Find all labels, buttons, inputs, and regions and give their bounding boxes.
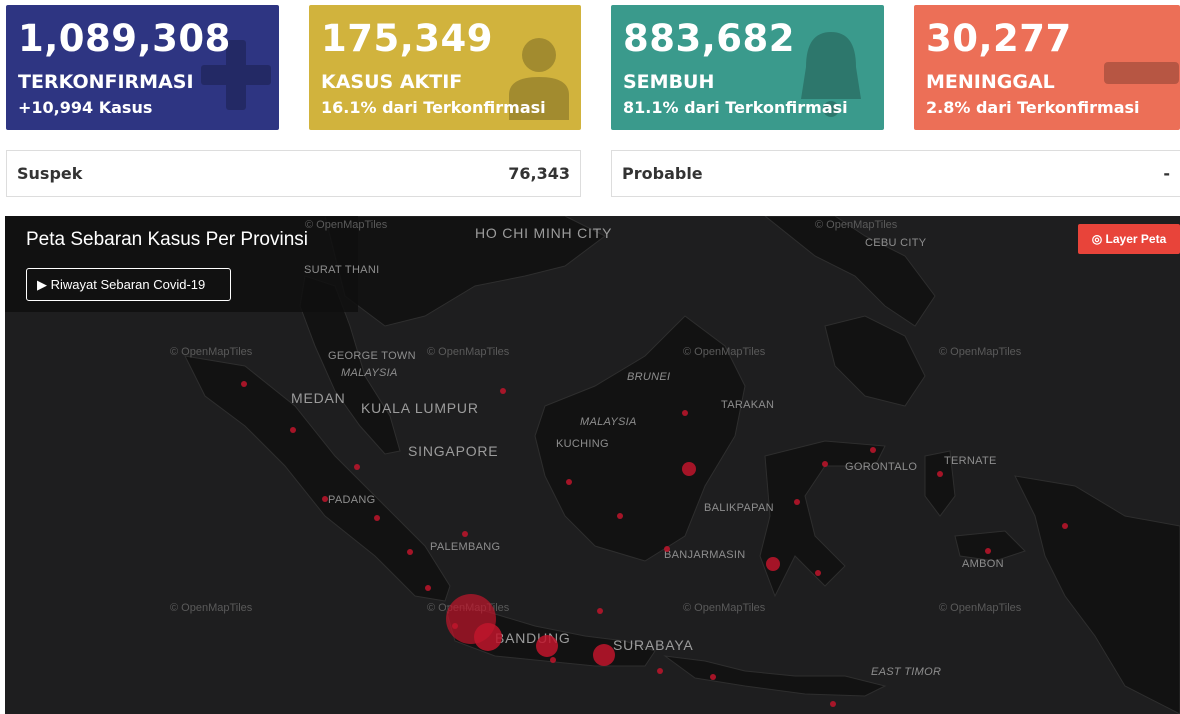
recovered-sub: 81.1% dari Terkonfirmasi	[623, 98, 848, 117]
card-sembuh: 883,682 SEMBUH 81.1% dari Terkonfirmasi	[611, 5, 884, 130]
plus-icon	[201, 40, 271, 110]
map-attribution: © OpenMapTiles	[427, 346, 510, 358]
city-bandung: BANDUNG	[495, 630, 571, 646]
probable-label: Probable	[622, 164, 703, 183]
map-attribution: © OpenMapTiles	[683, 602, 766, 614]
confirmed-sub: +10,994 Kasus	[18, 98, 153, 117]
map-attribution: © OpenMapTiles	[939, 602, 1022, 614]
active-sub: 16.1% dari Terkonfirmasi	[321, 98, 546, 117]
city-cebu: CEBU CITY	[865, 237, 927, 249]
recovered-value: 883,682	[623, 17, 796, 60]
active-label: KASUS AKTIF	[321, 71, 463, 93]
city-ambon: AMBON	[962, 558, 1004, 570]
probable-row: Probable -	[611, 150, 1180, 197]
deaths-label: MENINGGAL	[926, 71, 1055, 93]
city-banjarmasin: BANJARMASIN	[664, 549, 746, 561]
history-button[interactable]: ▶ Riwayat Sebaran Covid-19	[26, 268, 231, 301]
recovered-label: SEMBUH	[623, 71, 715, 93]
city-kuala-lumpur: KUALA LUMPUR	[361, 400, 479, 416]
map-attribution: © OpenMapTiles	[427, 602, 510, 614]
map-attribution: © OpenMapTiles	[683, 346, 766, 358]
city-singapore: SINGAPORE	[408, 443, 499, 459]
city-surat-thani: SURAT THANI	[304, 264, 380, 276]
country-malaysia-2: MALAYSIA	[580, 416, 637, 428]
summary-cards: 1,089,308 TERKONFIRMASI +10,994 Kasus 17…	[0, 0, 1180, 140]
confirmed-label: TERKONFIRMASI	[18, 71, 194, 93]
layer-button[interactable]: ◎ Layer Peta	[1078, 224, 1180, 254]
province-map[interactable]: Peta Sebaran Kasus Per Provinsi ▶ Riwaya…	[5, 216, 1180, 714]
city-george-town: GEORGE TOWN	[328, 350, 416, 362]
suspek-value: 76,343	[508, 164, 570, 183]
city-tarakan: TARAKAN	[721, 399, 775, 411]
map-title: Peta Sebaran Kasus Per Provinsi	[26, 229, 308, 250]
doctor-icon	[509, 38, 569, 120]
bell-icon	[801, 32, 861, 117]
city-padang: PADANG	[328, 494, 376, 506]
card-terkonfirmasi: 1,089,308 TERKONFIRMASI +10,994 Kasus	[6, 5, 279, 130]
country-brunei: BRUNEI	[627, 371, 671, 383]
card-meninggal: 30,277 MENINGGAL 2.8% dari Terkonfirmasi	[914, 5, 1180, 130]
active-value: 175,349	[321, 17, 494, 60]
minus-icon	[1104, 62, 1179, 84]
map-attribution: © OpenMapTiles	[305, 219, 388, 231]
map-attribution: © OpenMapTiles	[170, 602, 253, 614]
city-balikpapan: BALIKPAPAN	[704, 502, 774, 514]
city-kuching: KUCHING	[556, 438, 609, 450]
deaths-value: 30,277	[926, 17, 1072, 60]
deaths-sub: 2.8% dari Terkonfirmasi	[926, 98, 1140, 117]
map-attribution: © OpenMapTiles	[815, 219, 898, 231]
map-attribution: © OpenMapTiles	[939, 346, 1022, 358]
map-header-panel	[5, 216, 358, 312]
country-east-timor: EAST TIMOR	[871, 666, 942, 678]
city-medan: MEDAN	[291, 390, 346, 406]
country-malaysia-1: MALAYSIA	[341, 367, 398, 379]
city-palembang: PALEMBANG	[430, 541, 501, 553]
map-canvas[interactable]	[5, 216, 1180, 714]
city-gorontalo: GORONTALO	[845, 461, 918, 473]
card-kasus-aktif: 175,349 KASUS AKTIF 16.1% dari Terkonfir…	[309, 5, 581, 130]
probable-value: -	[1163, 164, 1170, 183]
city-ho-chi-minh: HO CHI MINH CITY	[475, 225, 613, 241]
city-surabaya: SURABAYA	[613, 637, 694, 653]
map-attribution: © OpenMapTiles	[170, 346, 253, 358]
city-ternate: TERNATE	[944, 455, 997, 467]
suspek-label: Suspek	[17, 164, 83, 183]
suspek-row: Suspek 76,343	[6, 150, 581, 197]
confirmed-value: 1,089,308	[18, 17, 231, 60]
